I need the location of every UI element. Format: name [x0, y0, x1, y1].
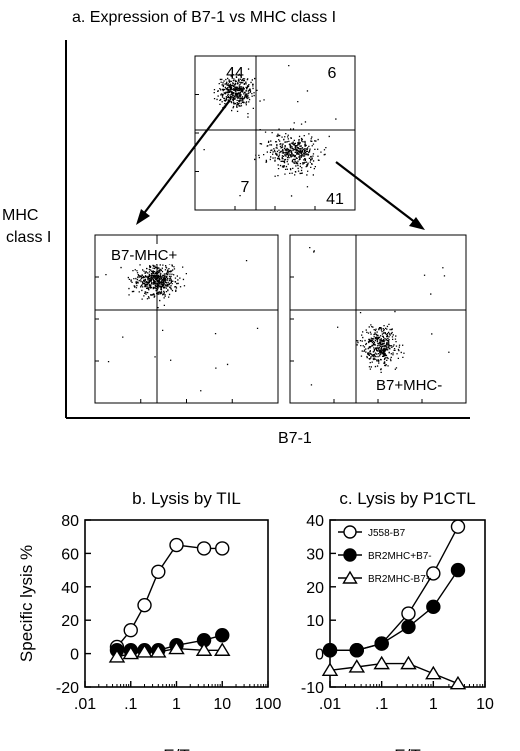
y-tick-label: 0	[70, 647, 79, 664]
panel-c: c. Lysis by P1CTL 40 30 20 10 0 -10.01 .1 1 10 E/T…	[301, 489, 494, 751]
x-tick-label: 10	[476, 696, 494, 713]
legend-item-3: BR2MHC-B7+	[338, 570, 432, 585]
y-tick-label: 20	[61, 613, 79, 630]
data-point-open-circle	[401, 606, 416, 621]
data-point-filled-circle	[215, 628, 230, 643]
data-point-open-circle	[169, 537, 184, 553]
data-point-open-circle	[137, 597, 152, 613]
flow-events-2	[105, 256, 259, 392]
chart-title: c. Lysis by P1CTL	[339, 489, 475, 508]
quadrant-percent-lower-left: 7	[241, 179, 250, 196]
data-point-triangle	[400, 655, 417, 670]
flow-plot-3: B7+MHC-	[289, 234, 467, 404]
flow-plot-label: B7-MHC+	[111, 247, 178, 264]
panel-a: a. Expression of B7-1 vs MHC class I MHC…	[2, 9, 470, 447]
data-point-triangle	[449, 675, 467, 690]
data-point-filled-circle	[374, 636, 389, 651]
series-line	[330, 526, 459, 651]
flow-events-3	[309, 247, 450, 392]
y-tick-label: 40	[306, 513, 324, 530]
y-tick-label: 30	[306, 546, 324, 563]
y-axis-label: Specific lysis %	[17, 545, 36, 662]
series-1	[109, 537, 230, 655]
data-point-triangle	[321, 662, 339, 676]
x-axis-label: E/T	[394, 746, 420, 751]
flow-events-1	[203, 65, 337, 197]
x-tick-label: 10	[213, 696, 231, 713]
y-tick-label: 60	[61, 546, 79, 563]
y-tick-label: 40	[61, 580, 79, 597]
arrow-left	[141, 99, 231, 217]
flow-plot-1: 44 6 7 41	[194, 55, 356, 211]
x-tick-label: 100	[255, 696, 282, 713]
flow-plot-2: B7-MHC+	[94, 234, 279, 404]
legend-item-1: J558-B7	[338, 525, 406, 539]
legend-marker-circle	[343, 525, 357, 539]
arrow-left-head	[136, 209, 150, 225]
legend-marker-triangle	[342, 570, 358, 584]
chart-title: b. Lysis by TIL	[132, 489, 241, 508]
data-point-triangle	[373, 655, 390, 670]
arrow-right	[335, 161, 417, 224]
data-point-triangle	[122, 645, 139, 660]
quadrant-percent-upper-right: 6	[328, 65, 337, 82]
legend-label: BR2MHC+B7-	[368, 551, 432, 562]
data-point-filled-circle	[349, 643, 364, 658]
y-axis-label-line1: MHC	[2, 207, 38, 224]
panel-a-title: a. Expression of B7-1 vs MHC class I	[72, 9, 336, 26]
flow-plot-label: B7+MHC-	[376, 377, 442, 394]
data-point-triangle	[348, 659, 366, 673]
panel-b: b. Lysis by TIL 80 60 40 20 0 -20.01 .1 1 10 100 E/…	[17, 489, 281, 751]
legend-marker-circle	[343, 548, 357, 562]
data-point-open-circle	[151, 564, 166, 579]
series-2	[322, 562, 466, 658]
data-point-filled-circle	[426, 599, 441, 615]
data-point-filled-circle	[401, 619, 416, 635]
x-axis-label: E/T	[163, 746, 189, 751]
x-tick-label: 1	[429, 696, 438, 713]
plot-frame	[329, 519, 486, 688]
legend-label: BR2MHC-B7+	[368, 574, 432, 585]
data-point-open-circle	[196, 541, 212, 556]
legend-label: J558-B7	[368, 528, 406, 539]
x-tick-label: .01	[319, 696, 341, 713]
data-point-triangle	[168, 640, 185, 655]
data-point-triangle	[150, 644, 167, 658]
y-tick-label: 10	[306, 613, 324, 630]
data-point-open-circle	[123, 623, 138, 638]
y-tick-label: 0	[315, 647, 324, 664]
x-axis-label: B7-1	[278, 430, 312, 447]
x-tick-label: .01	[74, 696, 96, 713]
data-point-filled-circle	[450, 562, 466, 578]
data-point-triangle	[425, 665, 442, 680]
x-tick-label: .1	[375, 696, 388, 713]
data-point-triangle	[195, 642, 213, 656]
y-tick-label: -10	[301, 680, 324, 697]
y-axis-label-line2: class I	[6, 229, 51, 246]
y-tick-label: -20	[56, 680, 79, 697]
quadrant-percent-upper-left: 44	[226, 65, 244, 82]
flow-label-backdrop	[109, 244, 191, 264]
flow-label-backdrop	[372, 374, 460, 394]
arrow-right-head	[409, 217, 425, 230]
quadrant-percent-lower-right: 41	[326, 191, 344, 208]
x-tick-label: .1	[124, 696, 137, 713]
data-point-triangle	[214, 642, 231, 656]
data-point-open-circle	[450, 519, 466, 534]
data-point-triangle	[108, 649, 126, 663]
series-3	[321, 655, 467, 690]
data-point-filled-circle	[322, 643, 338, 658]
y-tick-label: 20	[306, 580, 324, 597]
legend-item-2: BR2MHC+B7-	[338, 548, 432, 562]
series-line	[329, 662, 459, 685]
data-point-triangle	[136, 644, 153, 658]
data-point-open-circle	[426, 566, 441, 581]
x-tick-label: 1	[172, 696, 181, 713]
series-3	[108, 640, 231, 663]
y-tick-label: 80	[61, 513, 79, 530]
data-point-open-circle	[215, 541, 230, 556]
